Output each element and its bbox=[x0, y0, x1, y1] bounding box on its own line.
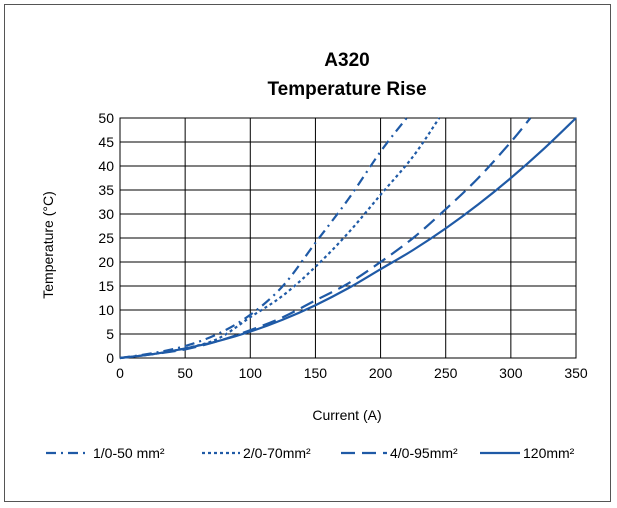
x-tick-label: 100 bbox=[239, 365, 263, 381]
x-tick-label: 250 bbox=[434, 365, 458, 381]
chart-subtitle: Temperature Rise bbox=[267, 79, 426, 100]
series-line-4 bbox=[119, 117, 577, 360]
legend-label-1: 1/0-50 mm² bbox=[93, 445, 165, 461]
chart-title: A320 bbox=[324, 50, 369, 71]
x-tick-label: 50 bbox=[177, 365, 193, 381]
y-tick-label: 25 bbox=[98, 230, 114, 246]
x-tick-label: 0 bbox=[116, 365, 124, 381]
legend-label-3: 4/0-95mm² bbox=[390, 445, 458, 461]
legend-label-4: 120mm² bbox=[523, 445, 575, 461]
y-tick-label: 40 bbox=[98, 158, 114, 174]
y-axis-ticks: 0 5 10 15 20 25 30 35 40 45 50 bbox=[98, 110, 114, 366]
legend-label-2: 2/0-70mm² bbox=[243, 445, 311, 461]
y-tick-label: 35 bbox=[98, 182, 114, 198]
y-tick-label: 20 bbox=[98, 254, 114, 270]
y-tick-label: 50 bbox=[98, 110, 114, 126]
x-tick-label: 150 bbox=[304, 365, 328, 381]
series-line-1 bbox=[119, 117, 408, 360]
x-axis-ticks: 0 50 100 150 200 250 300 350 bbox=[116, 365, 588, 381]
y-tick-label: 30 bbox=[98, 206, 114, 222]
legend: 1/0-50 mm² 2/0-70mm² 4/0-95mm² 120mm² bbox=[46, 445, 575, 461]
y-tick-label: 5 bbox=[106, 326, 114, 342]
y-tick-label: 10 bbox=[98, 302, 114, 318]
x-axis-label: Current (A) bbox=[312, 407, 381, 423]
y-tick-label: 45 bbox=[98, 134, 114, 150]
grid-lines bbox=[119, 117, 577, 359]
plot-area-border bbox=[119, 117, 577, 359]
y-axis-label: Temperature (°C) bbox=[40, 191, 56, 299]
x-tick-label: 350 bbox=[564, 365, 588, 381]
series-lines bbox=[119, 117, 577, 360]
x-tick-label: 200 bbox=[369, 365, 393, 381]
y-tick-label: 0 bbox=[106, 350, 114, 366]
y-tick-label: 15 bbox=[98, 278, 114, 294]
x-tick-label: 300 bbox=[499, 365, 523, 381]
